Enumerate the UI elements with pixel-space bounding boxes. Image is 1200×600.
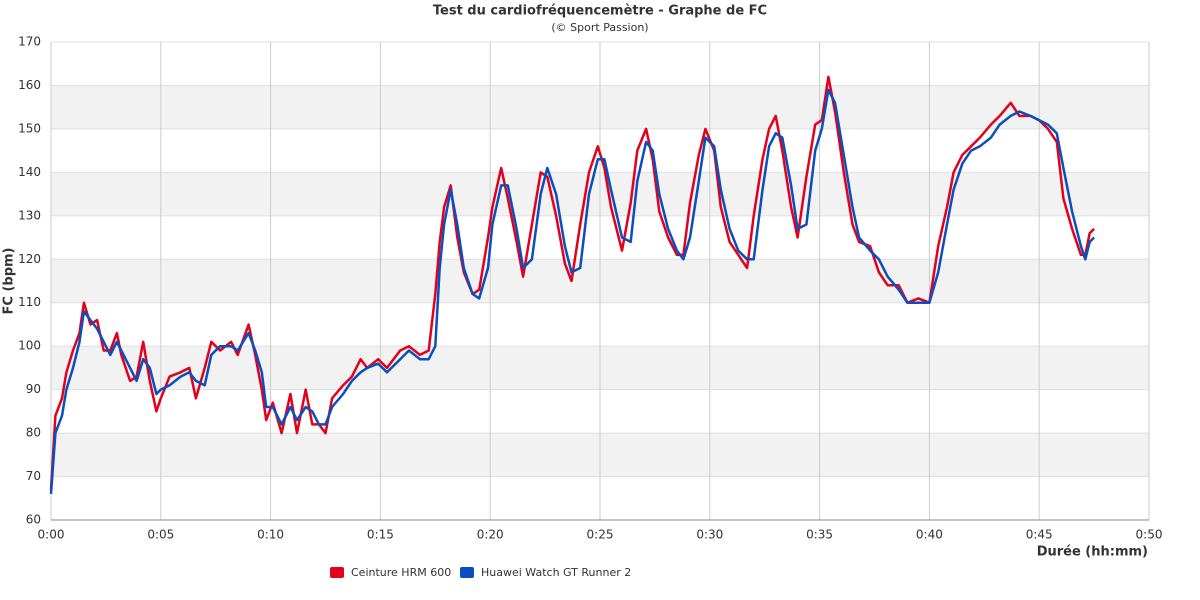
y-tick-label: 70 (26, 469, 41, 483)
y-axis-title: FC (bpm) (2, 248, 17, 315)
x-tick-label: 0:10 (257, 528, 284, 542)
y-tick-label: 60 (26, 513, 41, 527)
legend-label: Huawei Watch GT Runner 2 (481, 566, 631, 579)
y-tick-label: 80 (26, 426, 41, 440)
x-tick-label: 0:35 (806, 528, 833, 542)
x-tick-label: 0:50 (1136, 528, 1163, 542)
y-tick-label: 160 (18, 78, 41, 92)
y-tick-label: 100 (18, 339, 41, 353)
y-tick-label: 170 (18, 35, 41, 49)
x-tick-label: 0:05 (147, 528, 174, 542)
x-axis-title: Durée (hh:mm) (1037, 545, 1148, 560)
labels: 60 70 80 90 100 110 120 130 140 150 160 170 0:00 0:05… (18, 35, 1162, 542)
y-tick-label: 150 (18, 121, 41, 135)
x-tick-label: 0:40 (916, 528, 943, 542)
x-tick-label: 0:30 (696, 528, 723, 542)
chart-subtitle: (© Sport Passion) (551, 21, 648, 34)
y-tick-label: 130 (18, 208, 41, 222)
x-tick-label: 0:25 (587, 528, 614, 542)
x-tick-label: 0:20 (477, 528, 504, 542)
series-line (49, 88, 1095, 494)
grid (50, 41, 1150, 521)
y-tick-label: 90 (26, 382, 41, 396)
y-tick-label: 140 (18, 165, 41, 179)
y-tick-label: 110 (18, 295, 41, 309)
y-tick-label: 120 (18, 252, 41, 266)
x-tick-label: 0:45 (1026, 528, 1053, 542)
lines (49, 75, 1095, 494)
legend-label: Ceinture HRM 600 (351, 566, 451, 579)
chart-title: Test du cardiofréquencemètre - Graphe de… (433, 4, 767, 19)
legend-swatch (330, 567, 344, 578)
legend-swatch (460, 567, 474, 578)
x-tick-label: 0:15 (367, 528, 394, 542)
x-tick-label: 0:00 (38, 528, 65, 542)
